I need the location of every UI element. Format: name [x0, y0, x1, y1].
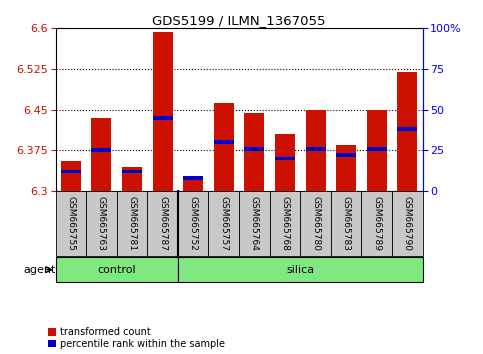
- Bar: [361, 191, 392, 256]
- Bar: [178, 257, 423, 282]
- Bar: [153, 32, 172, 191]
- Bar: [153, 116, 172, 120]
- Bar: [56, 191, 86, 256]
- Bar: [300, 191, 331, 256]
- Bar: [122, 170, 142, 173]
- Text: agent: agent: [23, 265, 56, 275]
- Text: GSM665764: GSM665764: [250, 196, 259, 251]
- Bar: [209, 191, 239, 256]
- Bar: [239, 191, 270, 256]
- Bar: [306, 147, 326, 150]
- Bar: [214, 140, 234, 144]
- Bar: [91, 118, 112, 191]
- Bar: [336, 153, 356, 157]
- Bar: [91, 148, 112, 152]
- Bar: [306, 110, 326, 191]
- Bar: [117, 191, 147, 256]
- Text: GSM665757: GSM665757: [219, 196, 228, 251]
- Text: GSM665790: GSM665790: [403, 196, 412, 251]
- Text: control: control: [98, 265, 136, 275]
- Title: GDS5199 / ILMN_1367055: GDS5199 / ILMN_1367055: [152, 14, 326, 27]
- Bar: [270, 191, 300, 256]
- Bar: [398, 127, 417, 131]
- Bar: [122, 167, 142, 191]
- Bar: [183, 176, 203, 180]
- Bar: [56, 257, 178, 282]
- Bar: [392, 191, 423, 256]
- Bar: [214, 103, 234, 191]
- Text: GSM665768: GSM665768: [281, 196, 289, 251]
- Bar: [61, 161, 81, 191]
- Bar: [86, 191, 117, 256]
- Text: GSM665783: GSM665783: [341, 196, 351, 251]
- Bar: [336, 145, 356, 191]
- Bar: [61, 170, 81, 173]
- Text: GSM665781: GSM665781: [128, 196, 137, 251]
- Bar: [178, 191, 209, 256]
- Bar: [183, 177, 203, 191]
- Bar: [275, 156, 295, 160]
- Text: GSM665780: GSM665780: [311, 196, 320, 251]
- Bar: [147, 191, 178, 256]
- Bar: [367, 110, 387, 191]
- Text: silica: silica: [286, 265, 314, 275]
- Bar: [275, 134, 295, 191]
- Text: GSM665787: GSM665787: [158, 196, 167, 251]
- Bar: [331, 191, 361, 256]
- Bar: [398, 72, 417, 191]
- Text: GSM665789: GSM665789: [372, 196, 381, 251]
- Text: GSM665763: GSM665763: [97, 196, 106, 251]
- Bar: [367, 147, 387, 150]
- Bar: [244, 147, 264, 150]
- Bar: [244, 114, 264, 191]
- Legend: transformed count, percentile rank within the sample: transformed count, percentile rank withi…: [48, 327, 225, 349]
- Text: GSM665755: GSM665755: [66, 196, 75, 251]
- Text: GSM665752: GSM665752: [189, 196, 198, 251]
